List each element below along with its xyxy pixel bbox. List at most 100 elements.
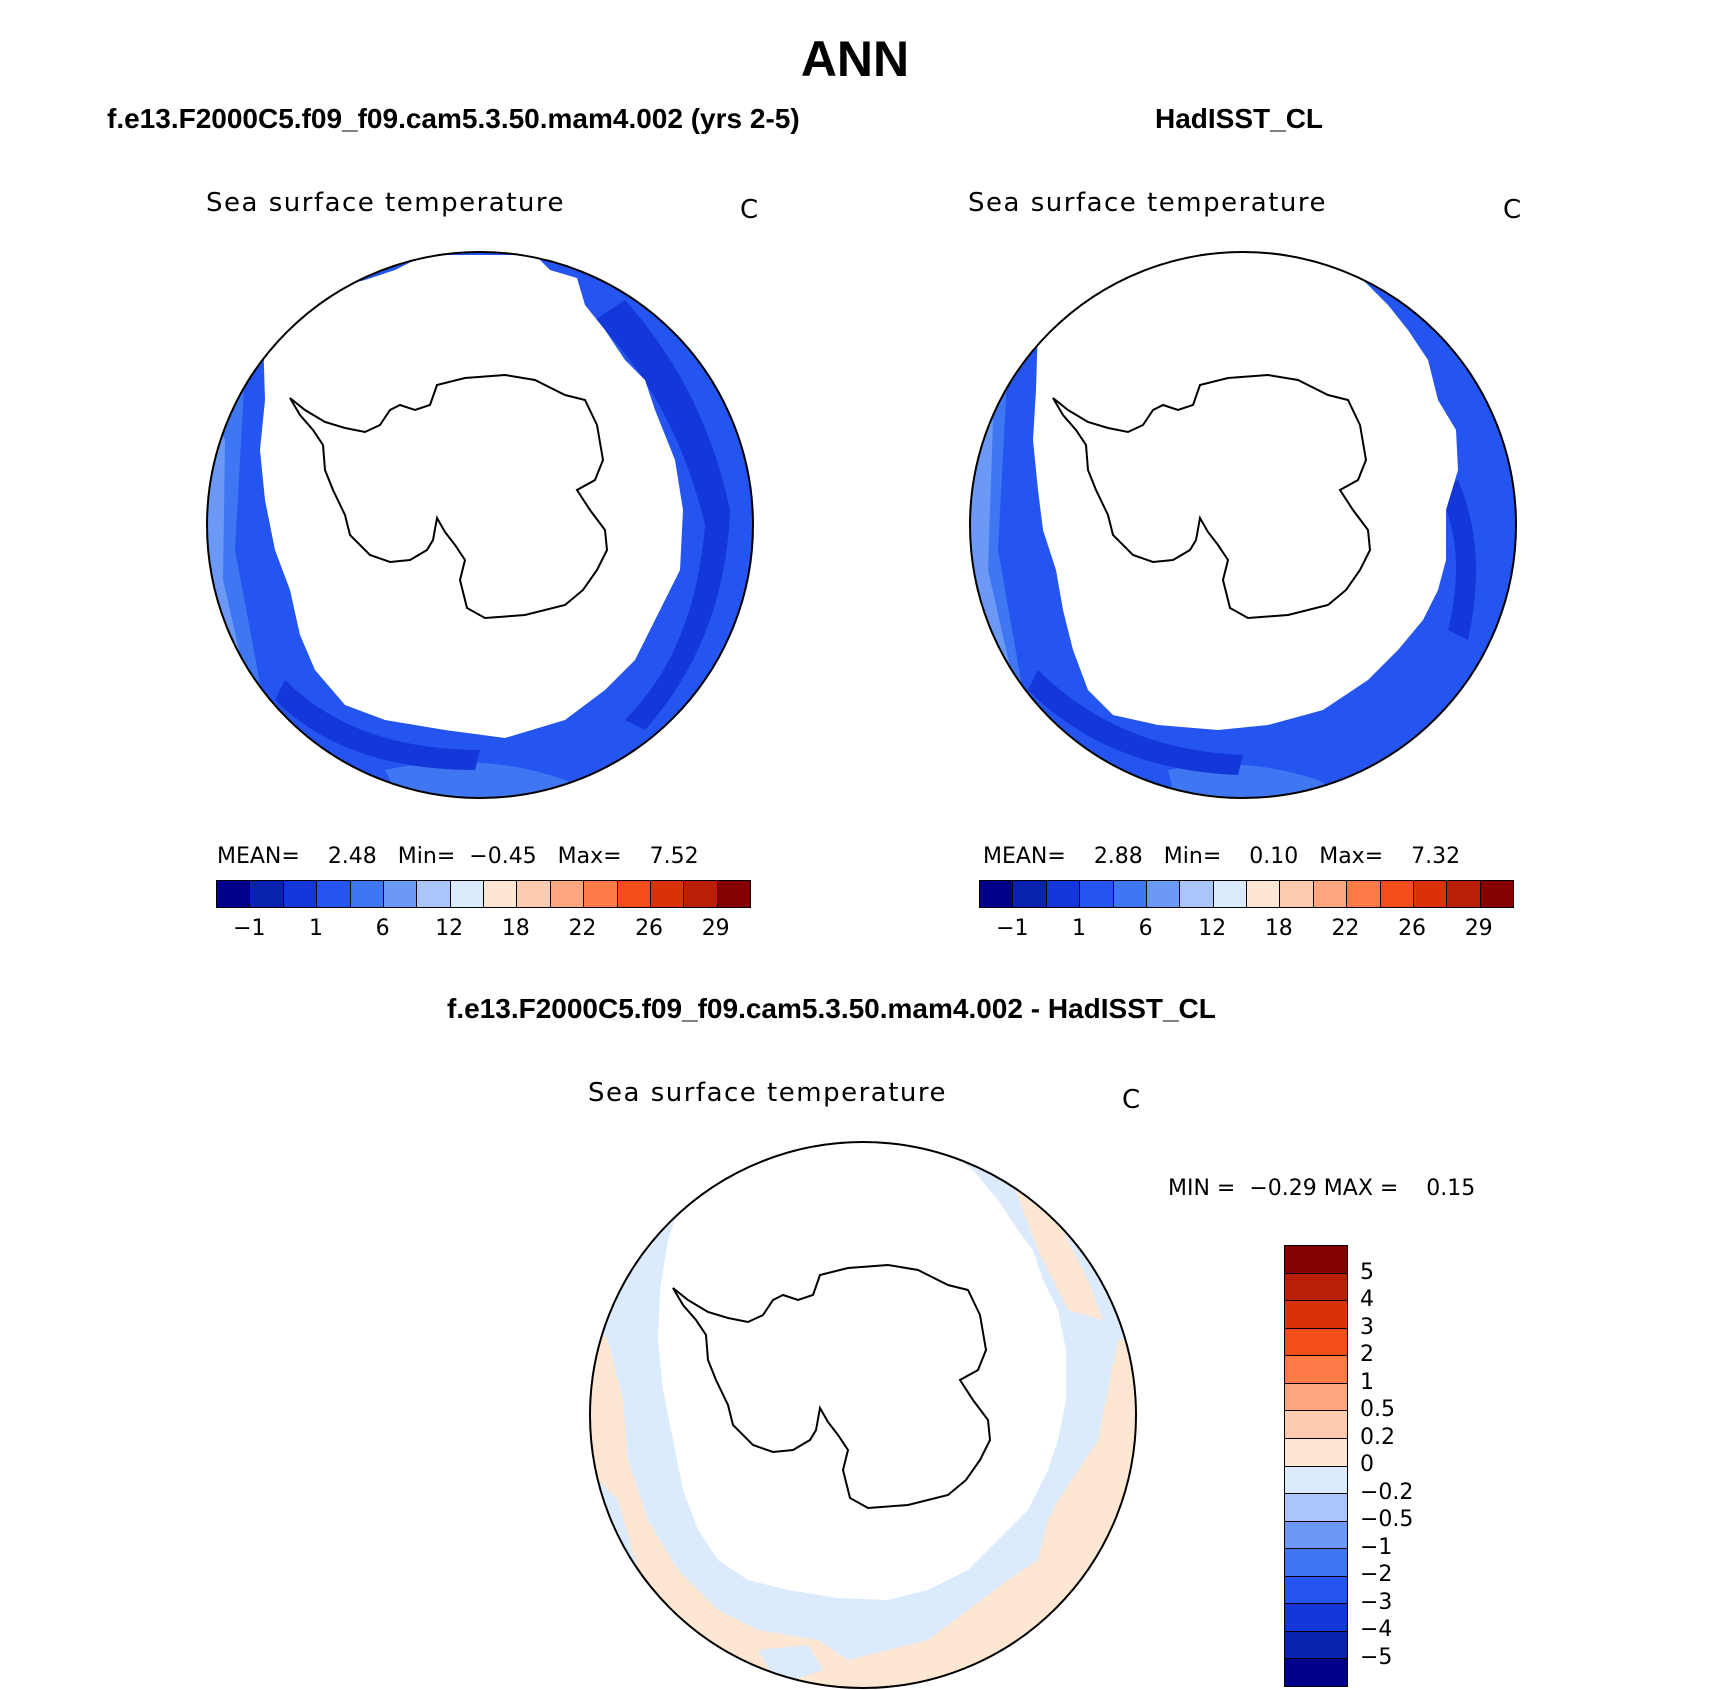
colorbar-swatch: [383, 881, 418, 907]
colorbar-swatch: [1013, 881, 1047, 907]
colorbar-tick-label: 5: [1360, 1259, 1374, 1285]
panel1-min-value: −0.45: [469, 844, 537, 869]
diff-positive-patch-east: [1008, 1170, 1103, 1320]
colorbar-swatch: [1413, 881, 1448, 907]
colorbar-swatch: [1285, 1246, 1347, 1274]
colorbar-swatch: [1285, 1301, 1347, 1329]
panel1-colorbar: [216, 880, 751, 908]
colorbar-swatch: [1285, 1438, 1347, 1467]
panel1-min-label: Min=: [397, 844, 456, 869]
colorbar-swatch: [1285, 1466, 1347, 1495]
colorbar-swatch: [350, 881, 384, 907]
colorbar-swatch: [1285, 1631, 1347, 1660]
panel2-sea-ice-mask: [1033, 252, 1458, 730]
panel1-cold-band-north: [275, 680, 480, 770]
colorbar-swatch: [1046, 881, 1081, 907]
panel1-variable-title: Sea surface temperature: [206, 188, 565, 218]
panel2-north-band: [1168, 764, 1368, 798]
panel1-case-title: f.e13.F2000C5.f09_f09.cam5.3.50.mam4.002…: [107, 103, 800, 134]
panel2-min-value: 0.10: [1249, 844, 1299, 869]
panel1-sea-ice-mask: [260, 255, 683, 738]
panel1-mean-label: MEAN=: [217, 844, 300, 869]
panel2-unit: C: [1503, 195, 1522, 225]
panel2-variable-title: Sea surface temperature: [968, 188, 1327, 218]
colorbar-swatch: [584, 881, 618, 907]
colorbar-swatch: [1285, 1273, 1347, 1302]
colorbar-swatch: [417, 881, 451, 907]
colorbar-swatch: [617, 881, 651, 907]
colorbar-swatch: [1285, 1356, 1347, 1384]
diff-unit: C: [1122, 1085, 1141, 1115]
colorbar-swatch: [1285, 1659, 1347, 1686]
colorbar-tick-label: 26: [1398, 916, 1427, 941]
colorbar-tick-label: −4: [1360, 1617, 1393, 1642]
colorbar-tick-label: 12: [435, 916, 464, 941]
panel2-min-label: Min=: [1163, 844, 1222, 869]
diff-max-value: 0.15: [1426, 1176, 1476, 1201]
panel2-polar-map: [969, 251, 1517, 799]
colorbar-swatch: [1480, 881, 1513, 907]
colorbar-tick-label: −5: [1360, 1644, 1393, 1670]
colorbar-tick-label: 6: [1138, 916, 1153, 941]
colorbar-swatch: [450, 881, 484, 907]
panel2-cold-band-north: [1028, 670, 1243, 775]
diff-antarctica-coastline: [672, 1263, 992, 1510]
diff-max-label: MAX =: [1323, 1176, 1399, 1201]
colorbar-tick-label: −0.5: [1360, 1507, 1414, 1532]
colorbar-swatch: [980, 881, 1014, 907]
panel2-antarctica-coastline: [1052, 373, 1372, 620]
colorbar-swatch: [1280, 881, 1314, 907]
colorbar-swatch: [283, 881, 318, 907]
colorbar-swatch: [1285, 1521, 1347, 1550]
colorbar-tick-label: 29: [1464, 916, 1493, 941]
colorbar-swatch: [1285, 1576, 1347, 1605]
colorbar-swatch: [1313, 881, 1348, 907]
colorbar-swatch: [1285, 1383, 1347, 1412]
panel2-cold-band-east: [1438, 480, 1476, 640]
colorbar-swatch: [1380, 881, 1414, 907]
colorbar-tick-label: 12: [1198, 916, 1227, 941]
colorbar-swatch: [1447, 881, 1481, 907]
colorbar-swatch: [650, 881, 685, 907]
colorbar-swatch: [1285, 1604, 1347, 1632]
colorbar-tick-label: −2: [1360, 1562, 1393, 1587]
colorbar-swatch: [717, 881, 750, 907]
colorbar-swatch: [1213, 881, 1247, 907]
diff-stats: MIN = −0.29 MAX = 0.15: [1168, 1176, 1475, 1201]
panel2-max-value: 7.32: [1411, 844, 1461, 869]
panel1-max-value: 7.52: [649, 844, 699, 869]
colorbar-swatch: [1285, 1549, 1347, 1577]
colorbar-tick-label: −1: [1360, 1534, 1393, 1560]
panel2-map-border: [969, 251, 1517, 799]
panel2-mean-label: MEAN=: [983, 844, 1066, 869]
diff-case-title: f.e13.F2000C5.f09_f09.cam5.3.50.mam4.002…: [447, 993, 1216, 1024]
colorbar-swatch: [1285, 1494, 1347, 1522]
panel1-north-band: [385, 762, 625, 798]
colorbar-swatch: [517, 881, 551, 907]
colorbar-swatch: [1285, 1328, 1347, 1357]
colorbar-tick-label: 0.5: [1360, 1397, 1395, 1422]
colorbar-swatch: [217, 881, 251, 907]
panel2-case-title: HadISST_CL: [1155, 103, 1324, 134]
colorbar-tick-label: 22: [1331, 916, 1360, 941]
colorbar-swatch: [1285, 1411, 1347, 1439]
panel2-colorbar: [979, 880, 1514, 908]
colorbar-swatch: [684, 881, 718, 907]
panel2-max-label: Max=: [1319, 844, 1384, 869]
colorbar-swatch: [550, 881, 585, 907]
diff-sea-ice-mask: [658, 1142, 1066, 1600]
colorbar-tick-label: 1: [308, 916, 323, 941]
diff-colorbar: [1284, 1245, 1348, 1687]
colorbar-swatch: [1180, 881, 1214, 907]
panel1-mean-value: 2.48: [327, 844, 377, 869]
colorbar-swatch: [1347, 881, 1381, 907]
panel2-stats: MEAN= 2.88 Min= 0.10 Max= 7.32: [983, 844, 1460, 869]
diff-min-label: MIN =: [1168, 1176, 1236, 1201]
colorbar-tick-label: −1: [233, 916, 266, 941]
colorbar-swatch: [1080, 881, 1114, 907]
diff-positive-fill: [590, 1320, 1136, 1688]
colorbar-tick-label: 3: [1360, 1314, 1374, 1340]
colorbar-swatch: [1146, 881, 1181, 907]
colorbar-swatch: [1247, 881, 1281, 907]
colorbar-tick-label: 4: [1360, 1287, 1374, 1312]
